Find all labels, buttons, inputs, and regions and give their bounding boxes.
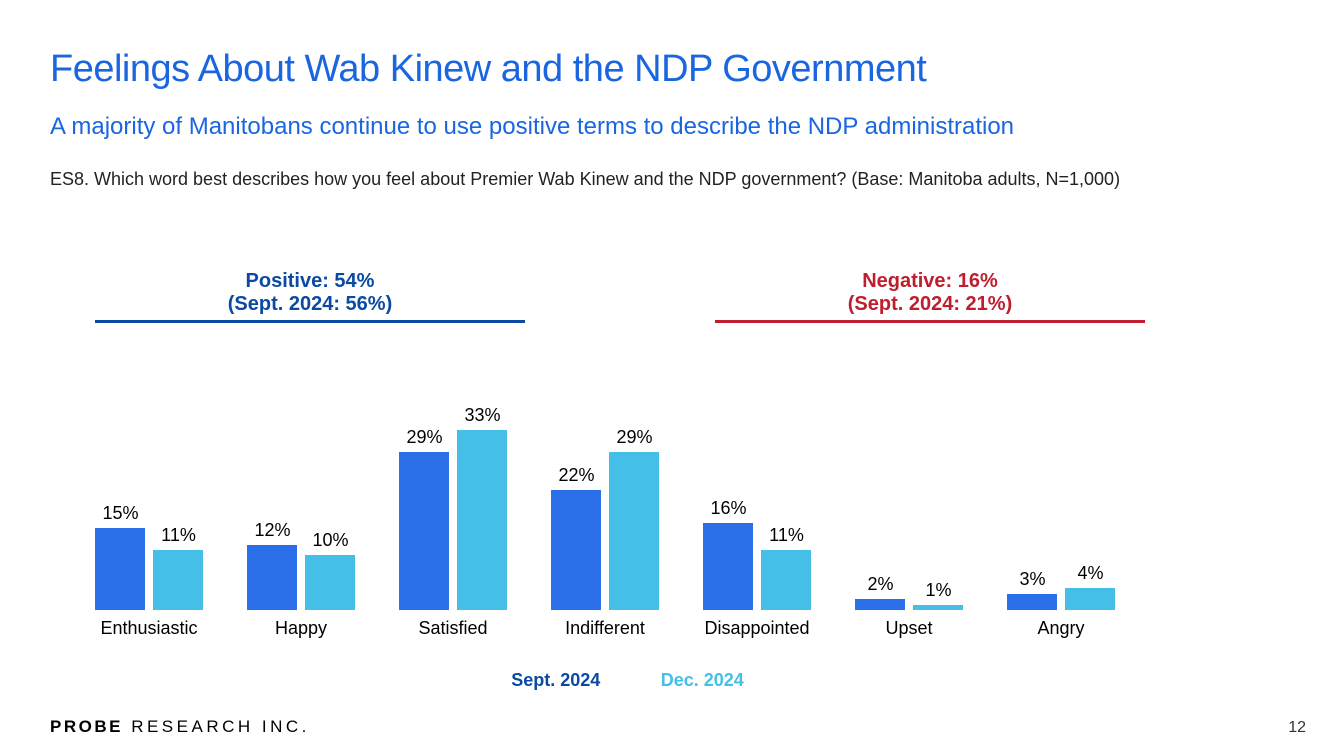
bar-value-label: 3% bbox=[1005, 569, 1060, 590]
footer-logo-thin: RESEARCH INC. bbox=[123, 717, 310, 736]
bar-value-label: 15% bbox=[93, 503, 148, 524]
bar bbox=[551, 490, 601, 610]
bar bbox=[247, 545, 297, 610]
category-label: Satisfied bbox=[378, 618, 528, 639]
category-label: Happy bbox=[226, 618, 376, 639]
bar bbox=[305, 555, 355, 610]
bar bbox=[153, 550, 203, 610]
category-label: Angry bbox=[986, 618, 1136, 639]
footer-logo-bold: PROBE bbox=[50, 717, 123, 736]
summary-positive-line2: (Sept. 2024: 56%) bbox=[95, 293, 525, 316]
bar bbox=[609, 452, 659, 610]
summary-positive: Positive: 54% (Sept. 2024: 56%) bbox=[95, 270, 525, 323]
category-label: Indifferent bbox=[530, 618, 680, 639]
summary-negative-line2: (Sept. 2024: 21%) bbox=[715, 293, 1145, 316]
chart-legend: Sept. 2024 Dec. 2024 bbox=[95, 670, 1160, 691]
bar-value-label: 29% bbox=[397, 427, 452, 448]
bar-value-label: 33% bbox=[455, 405, 510, 426]
bar-value-label: 2% bbox=[853, 574, 908, 595]
bar bbox=[761, 550, 811, 610]
page-subtitle: A majority of Manitobans continue to use… bbox=[50, 113, 1278, 141]
chart: Positive: 54% (Sept. 2024: 56%) Negative… bbox=[95, 270, 1160, 670]
category-label: Enthusiastic bbox=[74, 618, 224, 639]
footer-logo: PROBE RESEARCH INC. bbox=[50, 717, 310, 737]
bar-value-label: 11% bbox=[151, 525, 206, 546]
summary-negative-rule bbox=[715, 320, 1145, 323]
slide: Feelings About Wab Kinew and the NDP Gov… bbox=[0, 0, 1328, 751]
bar-value-label: 11% bbox=[759, 525, 814, 546]
bar bbox=[703, 523, 753, 610]
bar bbox=[1065, 588, 1115, 610]
summary-negative: Negative: 16% (Sept. 2024: 21%) bbox=[715, 270, 1145, 323]
legend-item-sept: Sept. 2024 bbox=[511, 670, 600, 690]
summary-negative-line1: Negative: 16% bbox=[715, 270, 1145, 293]
category-label: Upset bbox=[834, 618, 984, 639]
bar-value-label: 16% bbox=[701, 498, 756, 519]
bar-value-label: 29% bbox=[607, 427, 662, 448]
bar-value-label: 1% bbox=[911, 580, 966, 601]
category-label: Disappointed bbox=[682, 618, 832, 639]
bar bbox=[913, 605, 963, 610]
bar-value-label: 12% bbox=[245, 520, 300, 541]
bar bbox=[855, 599, 905, 610]
page-number: 12 bbox=[1288, 719, 1306, 737]
bar bbox=[399, 452, 449, 610]
bar-value-label: 4% bbox=[1063, 563, 1118, 584]
survey-question: ES8. Which word best describes how you f… bbox=[50, 169, 1278, 190]
chart-bars: 15%11%12%10%29%33%22%29%16%11%2%1%3%4% bbox=[95, 400, 1160, 610]
bar-value-label: 22% bbox=[549, 465, 604, 486]
bar-value-label: 10% bbox=[303, 530, 358, 551]
bar bbox=[1007, 594, 1057, 610]
summary-positive-line1: Positive: 54% bbox=[95, 270, 525, 293]
bar bbox=[95, 528, 145, 610]
legend-item-dec: Dec. 2024 bbox=[661, 670, 744, 690]
bar bbox=[457, 430, 507, 610]
summary-positive-rule bbox=[95, 320, 525, 323]
page-title: Feelings About Wab Kinew and the NDP Gov… bbox=[50, 48, 1278, 91]
